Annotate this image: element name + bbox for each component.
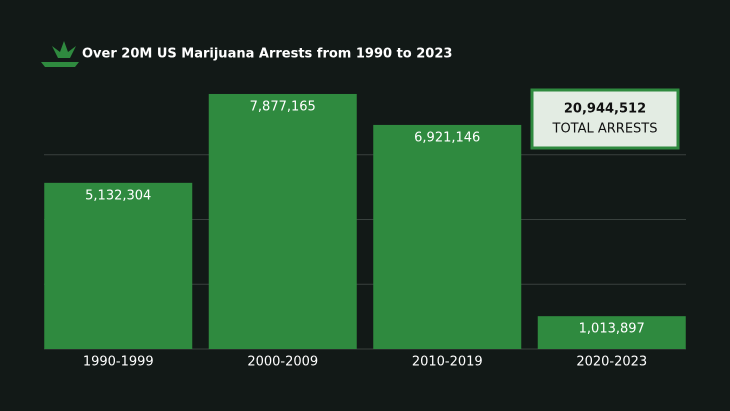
total-value: 20,944,512	[564, 102, 646, 117]
x-tick-label: 2010-2019	[412, 355, 483, 370]
bar	[208, 93, 357, 350]
x-tick-label: 2000-2009	[247, 355, 318, 370]
value-label: 7,877,165	[250, 99, 316, 114]
bar	[44, 182, 193, 349]
x-tick-label: 2020-2023	[576, 355, 647, 370]
total-box	[530, 88, 680, 150]
bar	[373, 124, 522, 350]
chart-title: Over 20M US Marijuana Arrests from 1990 …	[82, 47, 452, 62]
total-label: TOTAL ARRESTS	[552, 122, 658, 137]
x-tick-label: 1990-1999	[83, 355, 154, 370]
leaf-icon	[41, 41, 79, 67]
value-label: 5,132,304	[85, 188, 151, 203]
value-label: 6,921,146	[414, 130, 480, 145]
value-label: 1,013,897	[579, 322, 645, 337]
bar	[537, 316, 686, 349]
